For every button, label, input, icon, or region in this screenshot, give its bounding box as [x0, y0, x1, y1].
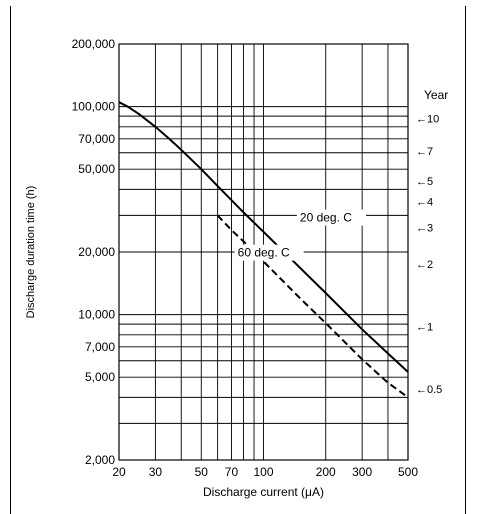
y-axis-label: Discharge duration time (h)	[25, 186, 37, 319]
series-labels: 20 deg. C 60 deg. C	[234, 209, 366, 261]
series-label: 60 deg. C	[238, 246, 290, 260]
y-tick-label: 5,000	[85, 370, 115, 384]
y-tick-labels: 2,000 5,000 7,000 10,000 20,000 50,000 70,000 1…	[72, 37, 116, 467]
year-marker: ←3	[416, 222, 433, 234]
year-axis: ←10 ←7 ←5 ←4 ←3 ←2 ←1 ←0.5	[416, 114, 442, 397]
year-marker: ←1	[416, 322, 433, 334]
x-tick-label: 30	[149, 465, 163, 479]
series-layer	[118, 101, 409, 399]
year-marker: ←5	[416, 176, 433, 188]
series-line	[118, 101, 409, 373]
year-marker: ←7	[416, 146, 433, 158]
y-tick-label: 20,000	[78, 245, 115, 259]
x-axis-label: Discharge current (μA)	[203, 485, 324, 499]
plot-area	[118, 43, 409, 461]
x-tick-label: 70	[225, 465, 239, 479]
y-tick-label: 70,000	[78, 132, 115, 146]
x-tick-label: 50	[195, 465, 209, 479]
series-label: 20 deg. C	[300, 211, 352, 225]
series-line	[216, 214, 409, 399]
x-tick-label: 500	[398, 465, 418, 479]
year-marker: ←2	[416, 259, 433, 271]
x-tick-label: 100	[253, 465, 273, 479]
x-tick-label: 20	[112, 465, 126, 479]
year-marker: ←0.5	[416, 384, 442, 396]
series-label-bg	[296, 209, 366, 226]
y-tick-label: 7,000	[85, 340, 115, 354]
y-tick-label: 50,000	[78, 162, 115, 176]
x-tick-labels: 20 30 50 70 100 200 300 500	[112, 465, 418, 479]
y-tick-label: 2,000	[85, 453, 115, 467]
x-tick-label: 200	[316, 465, 336, 479]
x-tick-label: 300	[352, 465, 372, 479]
series-label-bg	[234, 244, 304, 261]
year-marker: ←10	[416, 114, 439, 126]
y-tick-label: 10,000	[78, 308, 115, 322]
y-tick-label: 100,000	[72, 100, 116, 114]
year-marker: ←4	[416, 196, 433, 208]
y-tick-label: 200,000	[72, 37, 116, 51]
year-axis-title: Year	[424, 88, 448, 102]
